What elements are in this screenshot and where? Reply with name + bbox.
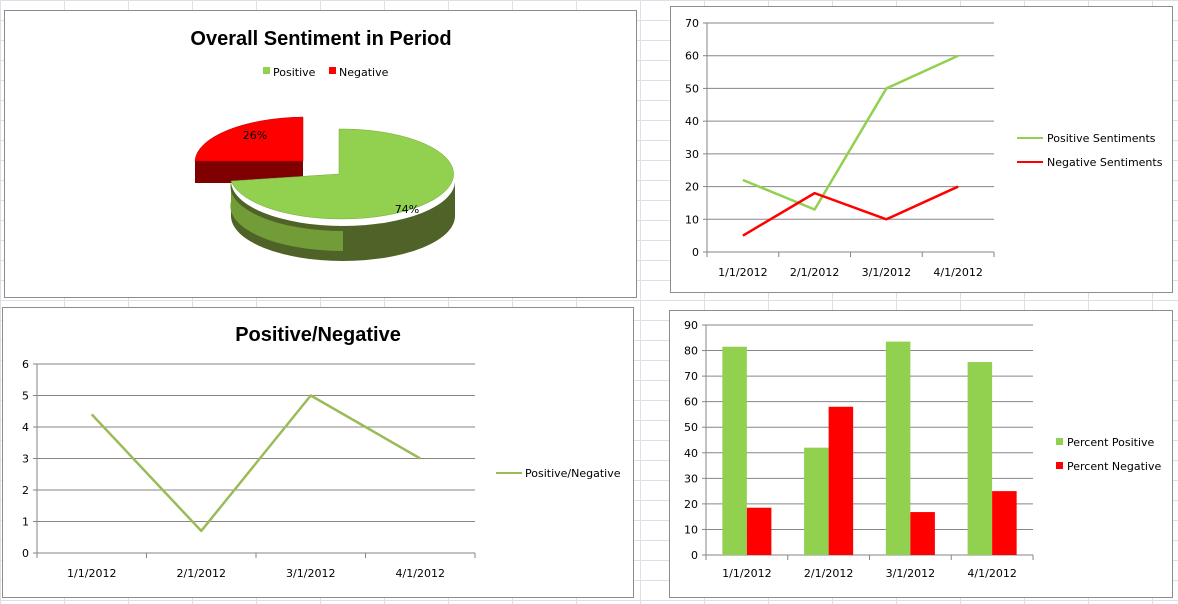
y-axis-ticks: 0 10 20 30 40 50 60 70 80 90: [684, 319, 707, 562]
series-line-0: [90, 394, 421, 533]
sentiments-line-chart: 0 10 20 30 40 50 60 70 1/1/2012 2/1/2012 3/1/2012…: [685, 17, 1163, 279]
x-axis-ticks: 1/1/2012 2/1/2012 3/1/2012 4/1/2012: [36, 553, 476, 580]
legend-label-positive: Positive: [273, 66, 316, 79]
series-line-0: [742, 54, 959, 211]
bar-0-3: [967, 362, 993, 555]
chart-panel-percent-bar: 0 10 20 30 40 50 60 70 80 90 1/1/2012 2/1/2012 3/1/…: [669, 310, 1173, 598]
x-tick-label: 3/1/2012: [886, 567, 935, 580]
legend-label-positive: Positive Sentiments: [1047, 132, 1156, 145]
y-tick-label: 90: [684, 319, 698, 332]
y-tick-label: 2: [22, 484, 29, 497]
bar-0-2: [885, 341, 911, 555]
y-tick-label: 30: [685, 148, 699, 161]
pie-slice-positive: [230, 128, 454, 220]
pie-slice-negative: [194, 116, 304, 162]
x-tick-label: 2/1/2012: [804, 567, 853, 580]
y-tick-label: 70: [684, 370, 698, 383]
y-tick-label: 60: [684, 396, 698, 409]
ratio-line-chart: Positive/Negative 0 1 2 3 4 5 6 1/1/2012 2/1/20…: [22, 324, 621, 580]
pie-label-negative: 26%: [243, 129, 267, 142]
y-tick-label: 80: [684, 345, 698, 358]
y-tick-label: 40: [684, 447, 698, 460]
y-tick-label: 5: [22, 390, 29, 403]
y-tick-label: 10: [685, 213, 699, 226]
bar-1-3: [992, 491, 1017, 555]
bar-1-2: [910, 512, 935, 555]
legend-label-negative: Negative Sentiments: [1047, 156, 1163, 169]
y-axis-ticks: 0 1 2 3 4 5 6: [22, 358, 38, 560]
chart-title: Positive/Negative: [235, 324, 401, 346]
pie-slice-positive-side-highlight: [230, 181, 343, 252]
x-tick-label: 4/1/2012: [396, 567, 445, 580]
y-tick-label: 3: [22, 453, 29, 466]
legend-label-percent-negative: Percent Negative: [1067, 460, 1161, 473]
pie-slice-negative-side: [195, 161, 303, 183]
y-tick-label: 20: [685, 181, 699, 194]
chart-panel-sentiments-line: 0 10 20 30 40 50 60 70 1/1/2012 2/1/2012 3/1/2012…: [670, 6, 1173, 293]
x-axis-ticks: 1/1/2012 2/1/2012 3/1/2012 4/1/2012: [705, 555, 1034, 580]
x-tick-label: 1/1/2012: [67, 567, 116, 580]
x-tick-label: 1/1/2012: [718, 266, 767, 279]
x-tick-label: 3/1/2012: [286, 567, 335, 580]
y-tick-label: 4: [22, 421, 29, 434]
series-line-1: [742, 185, 959, 237]
y-tick-label: 20: [684, 498, 698, 511]
legend-label-percent-positive: Percent Positive: [1067, 436, 1155, 449]
legend-swatch-negative: [329, 67, 336, 74]
x-tick-label: 4/1/2012: [933, 266, 982, 279]
gridlines: [37, 363, 475, 554]
x-tick-label: 4/1/2012: [967, 567, 1016, 580]
y-tick-label: 0: [691, 549, 698, 562]
bar-1-0: [746, 507, 772, 555]
legend-label-negative: Negative: [339, 66, 389, 79]
y-tick-label: 60: [685, 50, 699, 63]
legend-label-ratio: Positive/Negative: [525, 467, 621, 480]
gridlines: [707, 22, 994, 253]
y-tick-label: 10: [684, 523, 698, 536]
y-axis-ticks: 0 10 20 30 40 50 60 70: [685, 17, 708, 259]
y-tick-label: 40: [685, 115, 699, 128]
x-tick-label: 2/1/2012: [177, 567, 226, 580]
y-tick-label: 70: [685, 17, 699, 30]
legend-swatch-positive: [263, 67, 270, 74]
y-tick-label: 1: [22, 516, 29, 529]
y-tick-label: 6: [22, 358, 29, 371]
y-tick-label: 0: [692, 246, 699, 259]
bar-1-1: [828, 406, 854, 555]
legend-swatch-percent-negative: [1056, 462, 1063, 469]
pie-chart: Overall Sentiment in Period Positive Neg…: [190, 28, 455, 261]
y-tick-label: 0: [22, 547, 29, 560]
pie-label-positive: 74%: [395, 203, 419, 216]
series-lines: [90, 394, 421, 533]
percent-bar-chart: 0 10 20 30 40 50 60 70 80 90 1/1/2012 2/1/2012 3/1/…: [684, 319, 1161, 580]
bar-0-0: [722, 346, 747, 555]
x-tick-label: 3/1/2012: [862, 266, 911, 279]
series-lines: [742, 54, 959, 237]
legend-swatch-percent-positive: [1056, 438, 1063, 445]
y-tick-label: 30: [684, 472, 698, 485]
y-tick-label: 50: [685, 82, 699, 95]
x-axis-ticks: 1/1/2012 2/1/2012 3/1/2012 4/1/2012: [706, 252, 995, 279]
x-tick-label: 2/1/2012: [790, 266, 839, 279]
series-bars: [722, 341, 1017, 555]
x-tick-label: 1/1/2012: [722, 567, 771, 580]
chart-title: Overall Sentiment in Period: [190, 28, 451, 50]
bar-0-1: [804, 447, 829, 555]
chart-panel-ratio-line: Positive/Negative 0 1 2 3 4 5 6 1/1/2012 2/1/20…: [2, 307, 634, 598]
y-tick-label: 50: [684, 421, 698, 434]
chart-panel-pie: Overall Sentiment in Period Positive Neg…: [4, 10, 637, 298]
